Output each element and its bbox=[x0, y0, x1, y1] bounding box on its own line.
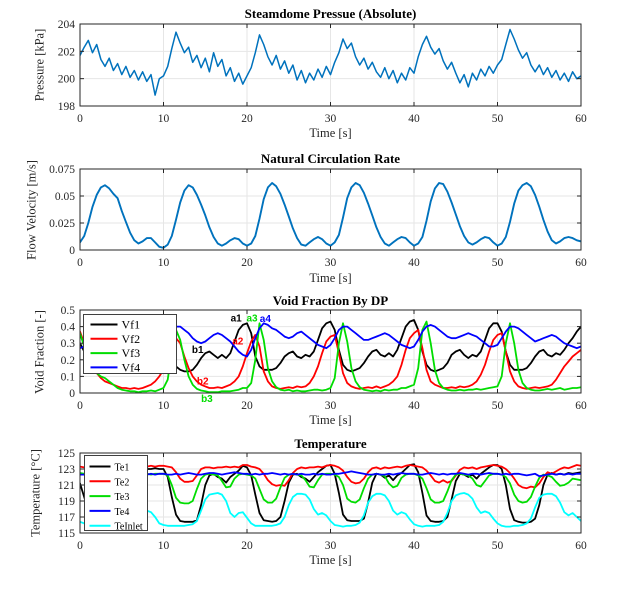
x-tick-label: 20 bbox=[241, 113, 253, 125]
y-tick-label: 0.5 bbox=[61, 305, 76, 317]
annotation-b3: b3 bbox=[201, 394, 213, 405]
legend-label-Te1: Te1 bbox=[115, 463, 130, 474]
x-tick-label: 20 bbox=[241, 400, 253, 412]
x-tick-label: 50 bbox=[492, 257, 504, 269]
x-tick-label: 0 bbox=[77, 257, 83, 269]
legend-box bbox=[84, 455, 148, 531]
x-tick-label: 30 bbox=[325, 400, 337, 412]
x-tick-label: 50 bbox=[492, 400, 504, 412]
chart4-title: Temperature bbox=[294, 436, 367, 451]
y-tick-label: 123 bbox=[58, 464, 76, 476]
x-tick-label: 60 bbox=[575, 113, 587, 125]
legend-label-Te4: Te4 bbox=[115, 507, 130, 518]
x-tick-label: 20 bbox=[241, 257, 253, 269]
chart4-ylabel: Temperature [°C] bbox=[28, 449, 43, 537]
y-tick-label: 0.05 bbox=[55, 191, 75, 203]
series-Vf3-line bbox=[80, 320, 581, 393]
chart1-title: Steamdome Pressue (Absolute) bbox=[244, 6, 417, 21]
y-tick-label: 119 bbox=[58, 496, 75, 508]
y-tick-label: 200 bbox=[58, 74, 76, 86]
y-tick-label: 0.1 bbox=[61, 371, 76, 383]
annotation-a2: a2 bbox=[232, 337, 244, 348]
y-tick-label: 204 bbox=[58, 19, 76, 31]
chart-3: 0 10 20 30 40 50 60 0 0.1 0.2 0.3 0.4 0.5 a1 a3 a4 a2 b1 b… bbox=[61, 305, 587, 412]
chart-4: 0 10 20 30 40 50 60 115 117 119 121 123 125 Te1 Te2 Te3… bbox=[58, 448, 587, 552]
legend-label-Te3: Te3 bbox=[115, 492, 130, 503]
legend: Te1 Te2 Te3 Te4 TeInlet bbox=[84, 455, 148, 533]
y-tick-label: 0.4 bbox=[61, 322, 76, 334]
annotation-a3: a3 bbox=[246, 313, 258, 324]
x-tick-label: 50 bbox=[492, 113, 504, 125]
chart4-xlabel: Time [s] bbox=[309, 553, 352, 567]
y-tick-label: 0 bbox=[69, 388, 75, 400]
x-tick-label: 10 bbox=[158, 540, 170, 552]
x-tick-label: 10 bbox=[158, 257, 170, 269]
x-tick-label: 30 bbox=[325, 540, 337, 552]
y-tick-label: 0.3 bbox=[61, 338, 76, 350]
y-tick-label: 0.075 bbox=[49, 164, 75, 176]
x-tick-label: 10 bbox=[158, 113, 170, 125]
y-tick-label: 202 bbox=[58, 46, 76, 58]
chart3-ylabel: Void Fraction [-] bbox=[32, 309, 47, 394]
legend-label-Vf1: Vf1 bbox=[122, 318, 141, 332]
y-tick-label: 0 bbox=[69, 245, 75, 257]
x-tick-label: 10 bbox=[158, 400, 170, 412]
x-tick-label: 30 bbox=[325, 257, 337, 269]
chart1-ylabel: Pressure [kPa] bbox=[32, 28, 47, 102]
y-tick-label: 198 bbox=[58, 101, 76, 113]
y-tick-label: 125 bbox=[58, 448, 76, 460]
x-tick-label: 60 bbox=[575, 400, 587, 412]
x-tick-label: 30 bbox=[325, 113, 337, 125]
x-tick-label: 60 bbox=[575, 540, 587, 552]
x-tick-label: 0 bbox=[77, 540, 83, 552]
x-tick-label: 40 bbox=[408, 257, 420, 269]
x-tick-label: 0 bbox=[77, 400, 83, 412]
x-tick-label: 40 bbox=[408, 400, 420, 412]
legend-label-TeInlet: TeInlet bbox=[115, 522, 143, 533]
x-tick-label: 60 bbox=[575, 257, 587, 269]
chart-1: 0 10 20 30 40 50 60 198 200 202 204 bbox=[58, 19, 587, 125]
x-tick-label: 20 bbox=[241, 540, 253, 552]
y-tick-label: 0.025 bbox=[49, 218, 75, 230]
series-Te4-line bbox=[80, 470, 581, 478]
x-tick-label: 0 bbox=[77, 113, 83, 125]
x-tick-label: 40 bbox=[408, 113, 420, 125]
x-tick-label: 40 bbox=[408, 540, 420, 552]
chart-2: 0 10 20 30 40 50 60 0 0.025 0.05 0.075 bbox=[49, 164, 587, 269]
chart2-xlabel: Time [s] bbox=[309, 271, 352, 285]
series-Te2-line bbox=[80, 464, 581, 490]
legend-label-Vf2: Vf2 bbox=[122, 332, 141, 346]
chart3-xlabel: Time [s] bbox=[309, 413, 352, 427]
annotation-b1: b1 bbox=[192, 345, 204, 356]
y-tick-label: 0.2 bbox=[61, 355, 76, 367]
series-Pressure-line bbox=[80, 28, 581, 96]
annotation-a4: a4 bbox=[260, 314, 272, 325]
annotation-b2: b2 bbox=[197, 376, 209, 387]
chart3-title: Void Fraction By DP bbox=[272, 293, 389, 308]
chart2-title: Natural Circulation Rate bbox=[260, 151, 401, 166]
y-tick-label: 121 bbox=[58, 480, 76, 492]
legend-label-Te2: Te2 bbox=[115, 477, 130, 488]
annotation-a1: a1 bbox=[231, 313, 243, 324]
legend-label-Vf4: Vf4 bbox=[122, 360, 141, 374]
chart1-xlabel: Time [s] bbox=[309, 126, 352, 140]
series-TeInlet-line bbox=[80, 492, 581, 528]
y-tick-label: 117 bbox=[58, 512, 75, 524]
x-tick-label: 50 bbox=[492, 540, 504, 552]
legend-label-Vf3: Vf3 bbox=[122, 346, 141, 360]
chart2-ylabel: Flow Velocity [m/s] bbox=[24, 159, 39, 260]
y-tick-label: 115 bbox=[58, 528, 75, 540]
